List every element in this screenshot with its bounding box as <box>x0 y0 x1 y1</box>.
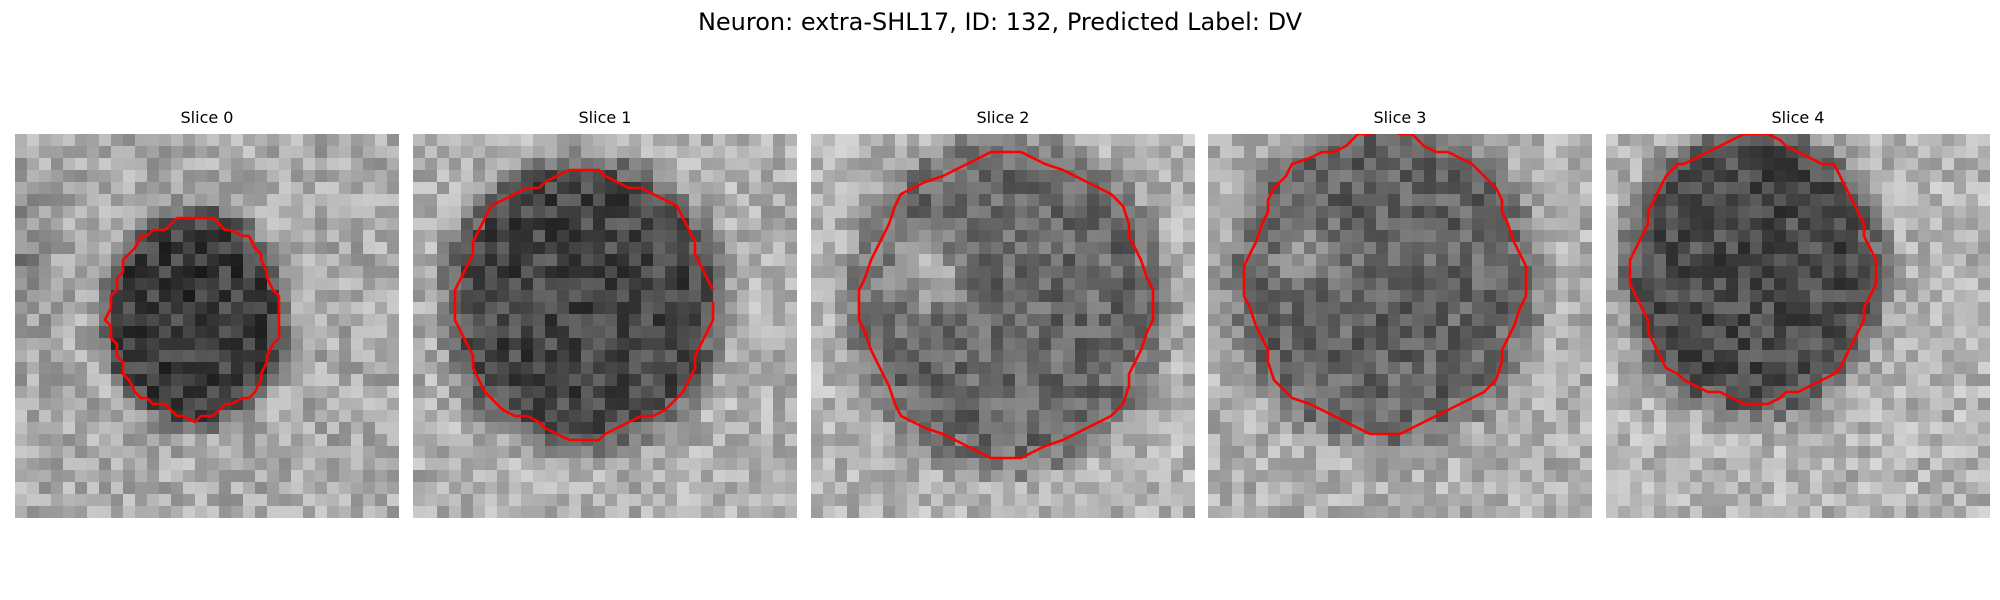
slice-title-2: Slice 2 <box>976 108 1030 127</box>
segmentation-contour <box>103 216 281 424</box>
segmentation-contour <box>1242 134 1528 436</box>
slice-image-0 <box>15 134 399 518</box>
slice-image-4 <box>1606 134 1990 518</box>
slice-title-1: Slice 1 <box>578 108 632 127</box>
image-pixels <box>15 134 399 518</box>
slice-title-0: Slice 0 <box>180 108 234 127</box>
segmentation-contour <box>453 168 715 442</box>
segmentation-contour <box>857 150 1155 460</box>
slice-image-2 <box>811 134 1195 518</box>
slice-image-3 <box>1208 134 1592 518</box>
slice-title-3: Slice 3 <box>1373 108 1427 127</box>
slice-image-1 <box>413 134 797 518</box>
image-pixels <box>1606 134 1990 518</box>
image-pixels <box>811 134 1195 518</box>
slice-title-4: Slice 4 <box>1771 108 1825 127</box>
figure-title: Neuron: extra-SHL17, ID: 132, Predicted … <box>697 8 1303 36</box>
image-pixels <box>413 134 797 518</box>
segmentation-contour <box>1628 134 1878 406</box>
image-pixels <box>1208 134 1592 518</box>
